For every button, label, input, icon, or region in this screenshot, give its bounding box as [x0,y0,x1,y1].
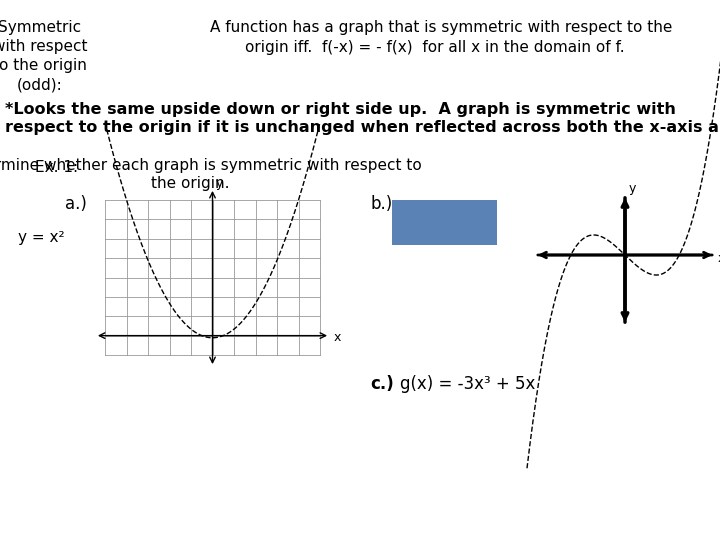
Text: A function has a graph that is symmetric with respect to the: A function has a graph that is symmetric… [210,20,672,35]
Text: Ex. 1:: Ex. 1: [35,160,78,175]
Text: to the origin: to the origin [0,58,87,73]
Text: *Looks the same upside down or right side up.  A graph is symmetric with: *Looks the same upside down or right sid… [5,102,676,117]
Text: a.): a.) [65,195,87,213]
Text: x: x [718,252,720,265]
Text: origin iff.  f(-x) = - f(x)  for all x in the domain of f.: origin iff. f(-x) = - f(x) for all x in … [245,40,625,55]
Text: Symmetric: Symmetric [0,20,81,35]
Text: y: y [629,182,636,195]
Text: x: x [334,330,341,343]
Text: Determine whether each graph is symmetric with respect to: Determine whether each graph is symmetri… [0,158,422,173]
Text: the origin.: the origin. [150,176,229,191]
Bar [392,200,497,245]
Text: (odd):: (odd): [17,77,63,92]
Text: y: y [215,177,223,190]
Text: g(x) = -3x³ + 5x: g(x) = -3x³ + 5x [400,375,536,393]
Text: b.): b.) [370,195,392,213]
Text: y = x²: y = x² [18,230,65,245]
Text: respect to the origin if it is unchanged when reflected across both the x-axis a: respect to the origin if it is unchanged… [5,120,720,135]
Text: with respect: with respect [0,39,87,54]
Text: c.): c.) [370,375,394,393]
